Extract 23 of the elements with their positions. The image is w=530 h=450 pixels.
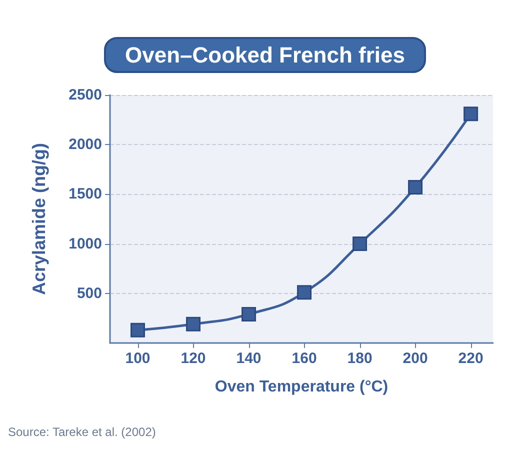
y-axis-title: Acrylamide (ng/g) — [29, 142, 49, 296]
x-tick-label: 180 — [347, 350, 372, 367]
source-note: Source: Tareke et al. (2002) — [8, 425, 156, 439]
y-tick-label: 1000 — [68, 235, 102, 252]
x-tick-label: 100 — [125, 350, 150, 367]
point — [464, 106, 478, 122]
point — [186, 316, 201, 332]
point — [130, 322, 146, 338]
x-tick-label: 200 — [402, 350, 428, 367]
x-tick-label: 140 — [236, 350, 262, 367]
x-tick-label: 220 — [458, 350, 484, 367]
point — [242, 306, 256, 322]
x-tick-label: 120 — [180, 350, 206, 367]
y-tick-label: 2000 — [68, 136, 102, 154]
point — [408, 180, 423, 195]
point — [352, 236, 368, 252]
chart-title: Oven–Cooked French fries — [125, 42, 405, 68]
x-tick-label: 160 — [292, 350, 317, 367]
y-tick-label: 2500 — [68, 86, 102, 104]
y-tick-label: 500 — [76, 284, 102, 302]
y-tick-label: 1500 — [68, 186, 102, 203]
point — [297, 285, 312, 300]
x-axis-title: Oven Temperature (°C) — [214, 378, 388, 396]
